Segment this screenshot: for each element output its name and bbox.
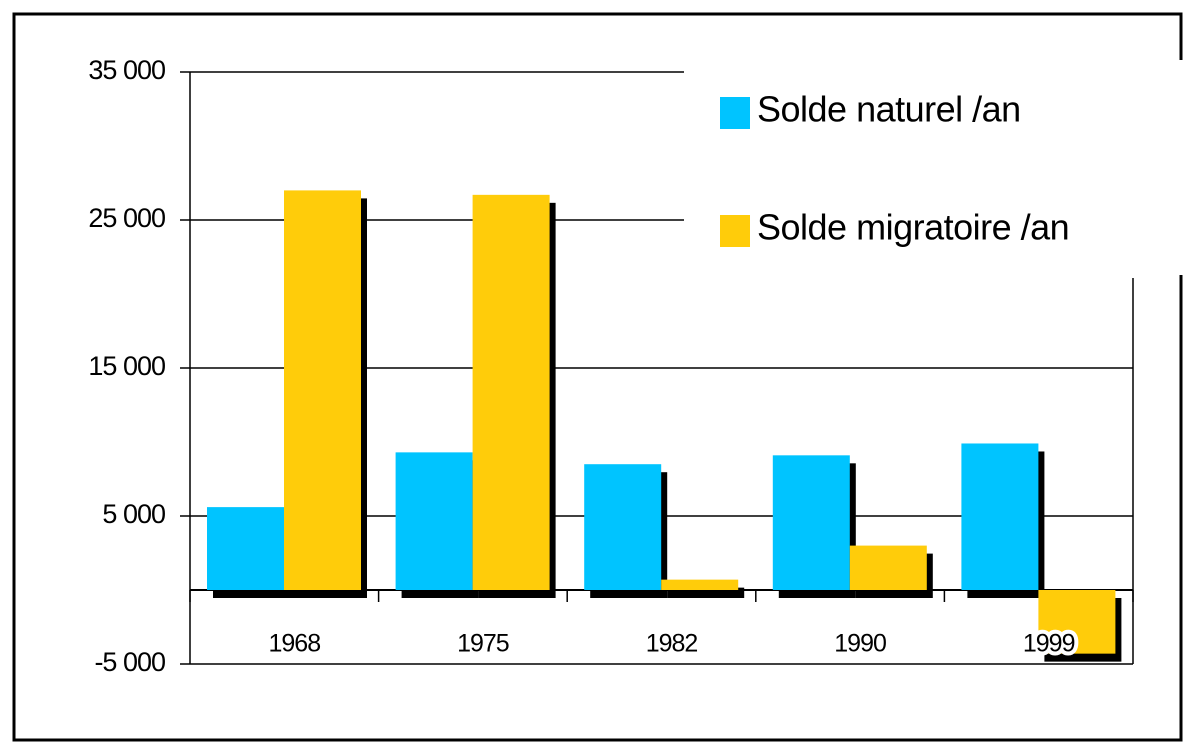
bar (472, 194, 550, 590)
legend-label: Solde migratoire /an (757, 207, 1069, 248)
legend-background (684, 60, 1184, 275)
legend-swatch (720, 97, 750, 129)
bar (849, 545, 927, 590)
bar (584, 464, 662, 590)
bar-shadow (667, 587, 745, 598)
bar (961, 443, 1039, 590)
y-tick-label: -5 000 (94, 647, 165, 677)
bar (661, 579, 739, 590)
legend-swatch (720, 215, 750, 247)
bar (284, 190, 361, 590)
y-tick-label: 5 000 (102, 499, 165, 529)
bar (1038, 590, 1116, 654)
bar (772, 455, 850, 590)
y-tick-label: 15 000 (88, 351, 165, 381)
y-tick-label: 35 000 (88, 55, 165, 85)
x-tick-label: 1999 (1023, 630, 1075, 658)
x-tick-label: 1975 (457, 630, 509, 658)
bar (207, 507, 284, 590)
x-tick-label: 1968 (268, 630, 320, 658)
x-tick-label: 1982 (646, 630, 698, 658)
x-tick-label: 1990 (834, 630, 886, 658)
legend-label: Solde naturel /an (757, 89, 1021, 130)
y-tick-label: 25 000 (88, 203, 165, 233)
bar (395, 452, 473, 590)
